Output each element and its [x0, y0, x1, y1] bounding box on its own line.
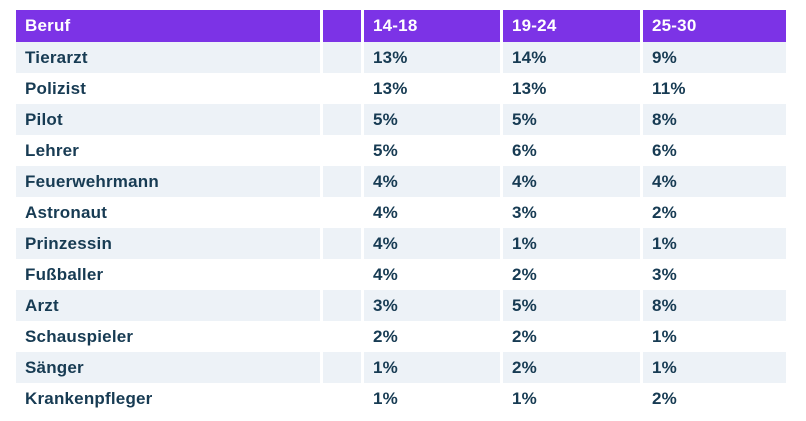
value-cell-25-30: 4% — [640, 166, 786, 197]
table-row: Sänger 1% 2% 1% — [16, 352, 786, 383]
spacer-cell — [320, 73, 361, 104]
value-cell-19-24: 2% — [500, 259, 640, 290]
beruf-cell: Lehrer — [16, 135, 320, 166]
value-cell-19-24: 2% — [500, 321, 640, 352]
spacer-cell — [320, 321, 361, 352]
spacer-cell — [320, 352, 361, 383]
table-row: Schauspieler 2% 2% 1% — [16, 321, 786, 352]
spacer-cell — [320, 290, 361, 321]
beruf-cell: Arzt — [16, 290, 320, 321]
value-cell-25-30: 1% — [640, 352, 786, 383]
beruf-cell: Polizist — [16, 73, 320, 104]
beruf-cell: Sänger — [16, 352, 320, 383]
value-cell-25-30: 1% — [640, 228, 786, 259]
value-cell-25-30: 9% — [640, 42, 786, 73]
value-cell-25-30: 2% — [640, 383, 786, 414]
beruf-cell: Krankenpfleger — [16, 383, 320, 414]
beruf-cell: Astronaut — [16, 197, 320, 228]
beruf-cell: Feuerwehrmann — [16, 166, 320, 197]
value-cell-19-24: 2% — [500, 352, 640, 383]
value-cell-25-30: 8% — [640, 104, 786, 135]
table-row: Krankenpfleger 1% 1% 2% — [16, 383, 786, 414]
value-cell-14-18: 5% — [361, 135, 500, 166]
table-row: Feuerwehrmann 4% 4% 4% — [16, 166, 786, 197]
value-cell-19-24: 6% — [500, 135, 640, 166]
spacer-cell — [320, 135, 361, 166]
beruf-cell: Prinzessin — [16, 228, 320, 259]
spacer-cell — [320, 197, 361, 228]
beruf-age-table: Beruf 14-18 19-24 25-30 Tierarzt 13% 14%… — [16, 10, 786, 414]
value-cell-14-18: 1% — [361, 352, 500, 383]
header-beruf: Beruf — [16, 10, 320, 42]
spacer-cell — [320, 166, 361, 197]
value-cell-19-24: 1% — [500, 383, 640, 414]
data-table: Beruf 14-18 19-24 25-30 Tierarzt 13% 14%… — [16, 10, 786, 414]
header-age-25-30: 25-30 — [640, 10, 786, 42]
table-row: Prinzessin 4% 1% 1% — [16, 228, 786, 259]
header-row: Beruf 14-18 19-24 25-30 — [16, 10, 786, 42]
value-cell-25-30: 8% — [640, 290, 786, 321]
value-cell-25-30: 1% — [640, 321, 786, 352]
value-cell-14-18: 4% — [361, 228, 500, 259]
value-cell-19-24: 5% — [500, 104, 640, 135]
value-cell-14-18: 13% — [361, 73, 500, 104]
value-cell-19-24: 14% — [500, 42, 640, 73]
beruf-cell: Fußballer — [16, 259, 320, 290]
value-cell-14-18: 5% — [361, 104, 500, 135]
value-cell-19-24: 13% — [500, 73, 640, 104]
value-cell-19-24: 3% — [500, 197, 640, 228]
table-row: Polizist 13% 13% 11% — [16, 73, 786, 104]
spacer-cell — [320, 383, 361, 414]
value-cell-19-24: 4% — [500, 166, 640, 197]
spacer-cell — [320, 42, 361, 73]
spacer-cell — [320, 228, 361, 259]
value-cell-25-30: 2% — [640, 197, 786, 228]
value-cell-25-30: 11% — [640, 73, 786, 104]
beruf-cell: Schauspieler — [16, 321, 320, 352]
table-row: Lehrer 5% 6% 6% — [16, 135, 786, 166]
value-cell-19-24: 1% — [500, 228, 640, 259]
table-row: Pilot 5% 5% 8% — [16, 104, 786, 135]
value-cell-25-30: 3% — [640, 259, 786, 290]
table-row: Astronaut 4% 3% 2% — [16, 197, 786, 228]
header-age-14-18: 14-18 — [361, 10, 500, 42]
header-age-19-24: 19-24 — [500, 10, 640, 42]
value-cell-14-18: 3% — [361, 290, 500, 321]
value-cell-14-18: 2% — [361, 321, 500, 352]
table-row: Arzt 3% 5% 8% — [16, 290, 786, 321]
table-row: Tierarzt 13% 14% 9% — [16, 42, 786, 73]
value-cell-19-24: 5% — [500, 290, 640, 321]
table-row: Fußballer 4% 2% 3% — [16, 259, 786, 290]
value-cell-14-18: 4% — [361, 259, 500, 290]
value-cell-25-30: 6% — [640, 135, 786, 166]
beruf-cell: Pilot — [16, 104, 320, 135]
value-cell-14-18: 4% — [361, 197, 500, 228]
spacer-cell — [320, 259, 361, 290]
value-cell-14-18: 1% — [361, 383, 500, 414]
value-cell-14-18: 13% — [361, 42, 500, 73]
value-cell-14-18: 4% — [361, 166, 500, 197]
spacer-cell — [320, 104, 361, 135]
beruf-cell: Tierarzt — [16, 42, 320, 73]
header-spacer — [320, 10, 361, 42]
